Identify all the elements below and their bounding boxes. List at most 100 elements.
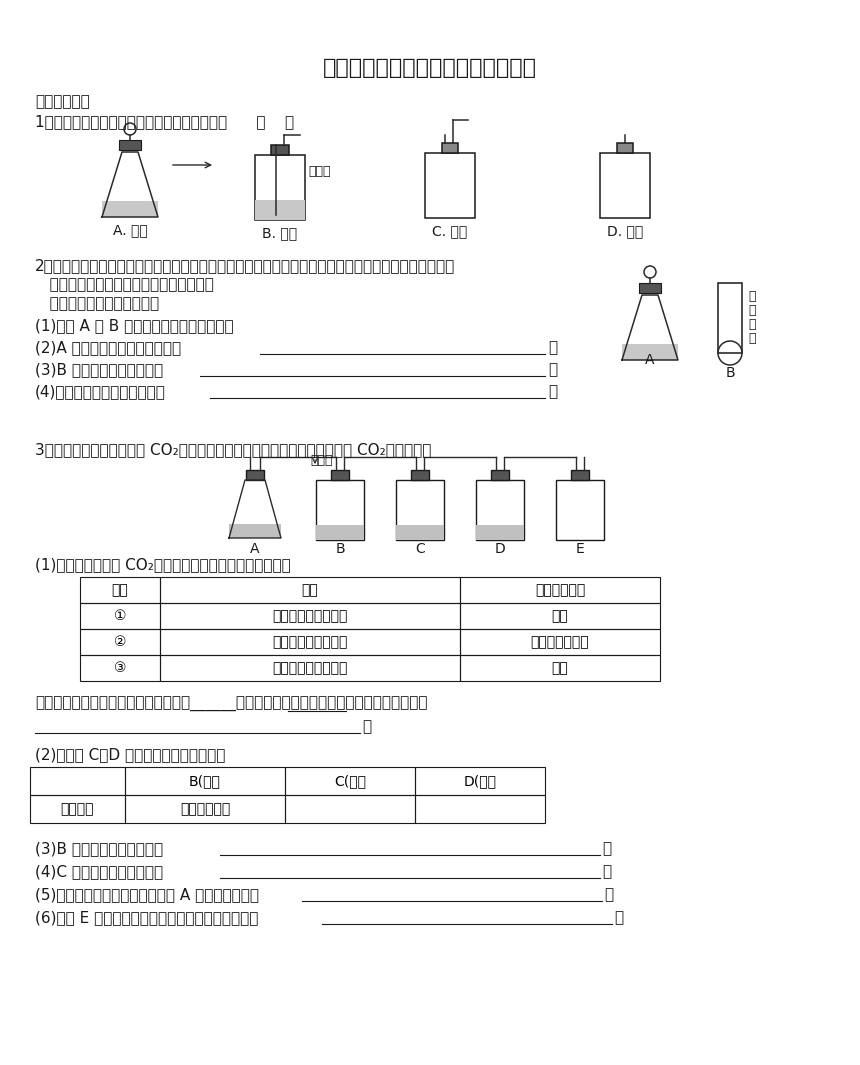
Bar (80, 603, 160, 629)
Bar (316, 480, 364, 540)
Text: D. 收集: D. 收集 (607, 224, 643, 237)
Text: B: B (725, 366, 734, 380)
Text: 块状石灰石和稀硫酸: 块状石灰石和稀硫酸 (273, 635, 347, 649)
Text: (2)把装置 C、D 中的液体名称填入下表：: (2)把装置 C、D 中的液体名称填入下表： (35, 747, 225, 761)
Bar (125, 767, 285, 794)
Text: B. 干燥: B. 干燥 (262, 226, 298, 240)
Text: 2．实验室现有大理石、高锄酸鿣、稀盐酸、稀硫酸和紫色石蕊溶液及相关的仪器和用品，小辉同学要通: 2．实验室现有大理石、高锄酸鿣、稀盐酸、稀硫酸和紫色石蕊溶液及相关的仪器和用品，… (35, 258, 455, 273)
Text: 药品: 药品 (302, 583, 318, 597)
Text: 溶: 溶 (748, 318, 755, 331)
Text: C. 验满: C. 验满 (433, 224, 468, 237)
Text: 。: 。 (548, 362, 557, 377)
Text: ①: ① (114, 609, 126, 623)
Bar (229, 524, 281, 538)
Bar (285, 794, 415, 823)
Text: B: B (335, 542, 345, 556)
Text: (5)反应过程中将弹簧夹关闭，在 A 中看到的现象是: (5)反应过程中将弹簧夹关闭，在 A 中看到的现象是 (35, 887, 259, 902)
Bar (331, 470, 349, 480)
Bar (125, 794, 285, 823)
Text: E: E (575, 542, 585, 556)
Text: (1)连接 A 和 B 并将实验装置图补充完整。: (1)连接 A 和 B 并将实验装置图补充完整。 (35, 318, 234, 333)
Bar (396, 480, 444, 540)
Text: (4)在一般情况下试管的作用是: (4)在一般情况下试管的作用是 (35, 384, 166, 399)
Text: 。: 。 (602, 841, 611, 856)
Bar (271, 145, 289, 155)
Bar (160, 603, 460, 629)
Text: 很快: 很快 (551, 609, 568, 623)
Text: 。: 。 (614, 910, 624, 925)
Text: A: A (250, 542, 260, 556)
Text: (1)进行实验室制取 CO₂药品选择的探究实验，记录如下：: (1)进行实验室制取 CO₂药品选择的探究实验，记录如下： (35, 557, 291, 572)
Text: A. 发生: A. 发生 (113, 223, 147, 237)
Text: 3．下列装置用于实验室里 CO₂的制备、净化、检验，最后收集一甁干燥的 CO₂。请回答：: 3．下列装置用于实验室里 CO₂的制备、净化、检验，最后收集一甁干燥的 CO₂。… (35, 442, 432, 457)
Bar (255, 200, 305, 220)
Text: (4)C 中反应的化学方程式是: (4)C 中反应的化学方程式是 (35, 864, 163, 879)
Text: ②: ② (114, 635, 126, 649)
Text: D(酸）: D(酸） (464, 774, 496, 788)
Text: (2)A 中发生反应的化学方程式为: (2)A 中发生反应的化学方程式为 (35, 340, 181, 355)
Bar (600, 153, 650, 218)
Text: 浓硫酸: 浓硫酸 (308, 165, 330, 178)
Bar (571, 470, 589, 480)
Bar (102, 201, 158, 217)
Text: 蕊: 蕊 (748, 304, 755, 317)
Bar (80, 577, 160, 603)
Text: 缓慢并逐渐停止: 缓慢并逐渐停止 (531, 635, 589, 649)
Text: 1．下列有关制取干燥二氧化碳的实验错误的是      （    ）: 1．下列有关制取干燥二氧化碳的实验错误的是 （ ） (35, 114, 294, 129)
Text: D: D (494, 542, 506, 556)
Bar (316, 525, 364, 540)
Text: 。: 。 (548, 384, 557, 399)
Bar (246, 470, 264, 480)
Bar (460, 629, 660, 655)
Text: (3)B 中观察到的实验现象是: (3)B 中观察到的实验现象是 (35, 362, 163, 377)
Text: 《二氧化碳的制取和性质》专题练习: 《二氧化碳的制取和性质》专题练习 (323, 58, 537, 78)
Bar (442, 143, 458, 153)
Text: C: C (415, 542, 425, 556)
Bar (396, 525, 444, 540)
Bar (119, 140, 141, 150)
Text: ③: ③ (114, 661, 126, 675)
Bar (622, 344, 678, 360)
Bar (476, 525, 524, 540)
Text: A: A (645, 353, 654, 367)
Text: 组别: 组别 (112, 583, 128, 597)
Bar (30, 794, 125, 823)
Bar (718, 283, 742, 353)
Bar (411, 470, 429, 480)
Text: 过实验验证二氧化碳能与水反应的性质，: 过实验验证二氧化碳能与水反应的性质， (35, 277, 214, 292)
Text: 从制取和收集的角度分析，一般选择第______（填序号）组药品，所发生反应的化学方程式为: 从制取和收集的角度分析，一般选择第______（填序号）组药品，所发生反应的化学… (35, 697, 427, 712)
Text: 碳酸氢鲍溶液: 碳酸氢鲍溶液 (180, 802, 230, 816)
Text: 弹簧夹: 弹簧夹 (310, 454, 333, 466)
Bar (460, 603, 660, 629)
Bar (476, 480, 524, 540)
Text: B(盐）: B(盐） (189, 774, 221, 788)
Bar (255, 155, 305, 220)
Text: 石: 石 (748, 290, 755, 304)
Text: 。: 。 (604, 887, 613, 902)
Text: 请结合右图回答下列问题：: 请结合右图回答下列问题： (35, 296, 159, 311)
Text: 《基础练习》: 《基础练习》 (35, 94, 89, 109)
Text: (3)B 中反应的化学方程式是: (3)B 中反应的化学方程式是 (35, 841, 163, 856)
Bar (460, 655, 660, 681)
Bar (160, 577, 460, 603)
Text: 产生气泡速率: 产生气泡速率 (535, 583, 585, 597)
Bar (491, 470, 509, 480)
Text: 块状石灰石和稀盐酸: 块状石灰石和稀盐酸 (273, 661, 347, 675)
Bar (415, 767, 545, 794)
Text: 液体名称: 液体名称 (61, 802, 95, 816)
Text: (6)使用 E 收集方法说明二氧化碳具有的物理性质是: (6)使用 E 收集方法说明二氧化碳具有的物理性质是 (35, 910, 258, 925)
Bar (617, 143, 633, 153)
Bar (425, 153, 475, 218)
Text: 。: 。 (362, 719, 372, 734)
Text: 液: 液 (748, 332, 755, 345)
Text: 碳酸龍粉末和稀盐酸: 碳酸龍粉末和稀盐酸 (273, 609, 347, 623)
Bar (80, 655, 160, 681)
Bar (160, 655, 460, 681)
Text: 。: 。 (548, 340, 557, 355)
Bar (639, 283, 661, 293)
Bar (30, 767, 125, 794)
Text: 适中: 适中 (551, 661, 568, 675)
Bar (80, 629, 160, 655)
Bar (556, 480, 604, 540)
Bar (160, 629, 460, 655)
